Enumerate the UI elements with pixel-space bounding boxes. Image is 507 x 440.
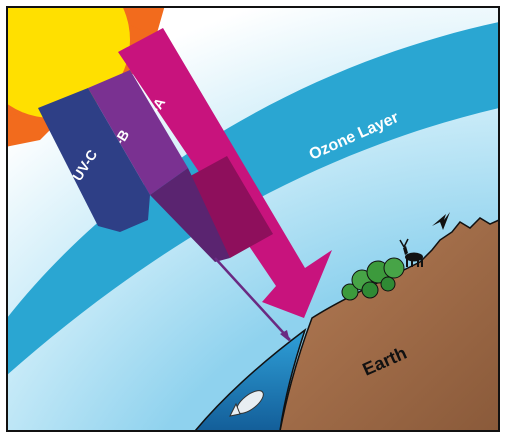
ocean [194,327,307,431]
uvb-ray-line [214,257,291,341]
uvb-arrowhead [280,330,290,342]
uvc-beam: UV-C [38,88,150,232]
fish-icon [229,390,264,417]
diagram-frame [6,6,500,432]
caribou-icon [399,238,423,267]
tree-icon [341,257,405,301]
bird-icon [432,212,450,230]
